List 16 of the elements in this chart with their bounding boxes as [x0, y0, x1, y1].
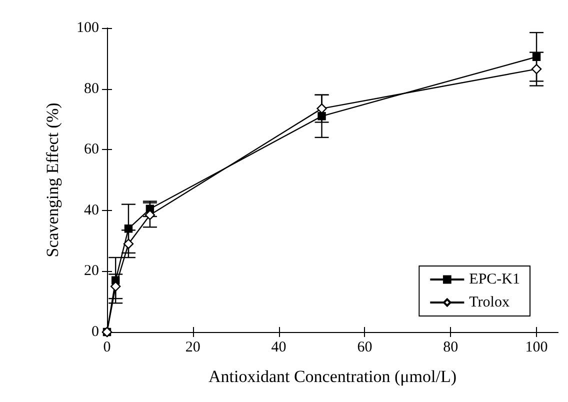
x-tick-label: 0 [103, 340, 111, 356]
y-axis-title: Scavenging Effect (%) [43, 102, 62, 258]
x-tick-label: 100 [525, 340, 548, 356]
x-tick-label: 20 [185, 340, 200, 356]
x-tick-label: 60 [357, 340, 372, 356]
y-tick-label: 20 [84, 263, 99, 280]
legend-label: EPC-K1 [469, 272, 520, 288]
y-tick-label: 40 [84, 202, 99, 218]
y-tick-label: 80 [84, 80, 99, 97]
x-axis-title: Antioxidant Concentration (μmol/L) [208, 367, 457, 386]
legend-label: Trolox [469, 294, 510, 310]
y-tick-label: 0 [92, 324, 99, 340]
x-tick-label: 40 [271, 340, 286, 356]
y-tick-label: 60 [84, 142, 99, 158]
y-tick-label: 100 [76, 20, 99, 36]
x-tick-label: 80 [443, 340, 458, 356]
